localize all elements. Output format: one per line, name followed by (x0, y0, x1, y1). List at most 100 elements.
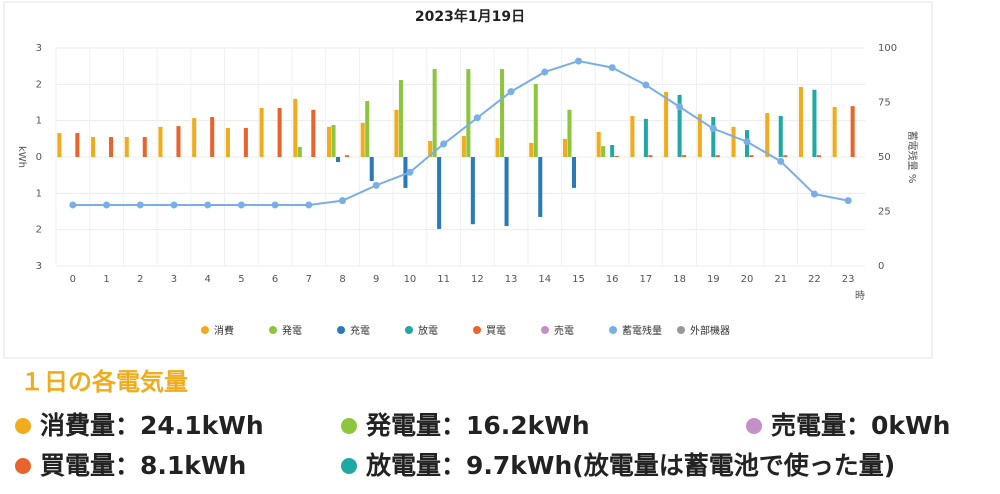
legend-swatch (473, 326, 481, 334)
line-point (608, 64, 616, 72)
x-tick-label: 15 (572, 274, 585, 285)
line-point (136, 201, 144, 209)
bar (562, 138, 568, 157)
x-tick-label: 12 (471, 274, 484, 285)
bar (437, 157, 442, 229)
x-tick-label: 20 (741, 274, 754, 285)
x-tick-label: 18 (673, 274, 686, 285)
legend-swatch (201, 326, 209, 334)
bar (344, 155, 350, 157)
bar (335, 157, 341, 163)
summary-bullet (341, 458, 357, 474)
bar (571, 157, 577, 188)
bar (91, 137, 96, 157)
bar (643, 118, 648, 157)
x-tick-label: 16 (606, 274, 619, 285)
legend-swatch (677, 326, 685, 334)
line-point (271, 201, 279, 209)
line-point (844, 197, 852, 205)
summary-bullet (341, 418, 357, 434)
line-point (69, 201, 77, 209)
legend-label: 蓄電残量 (622, 324, 662, 337)
x-tick-label: 10 (404, 274, 417, 285)
bar (533, 83, 538, 157)
line-point (810, 190, 818, 198)
bar (778, 115, 783, 157)
bar (601, 146, 606, 157)
bar (124, 137, 129, 157)
legend-label: 買電 (486, 325, 506, 337)
summary-bullet (15, 418, 31, 434)
line-point (473, 114, 481, 122)
bar (567, 109, 572, 157)
bar (765, 113, 770, 157)
summary-bullet (746, 418, 762, 434)
bar (682, 155, 687, 157)
bar (832, 106, 837, 157)
bar (403, 157, 408, 188)
line-point (305, 201, 313, 209)
x-tick-label: 0 (70, 274, 76, 285)
summary-item: 買電量：8.1kWh (40, 451, 246, 480)
bar (365, 101, 370, 157)
line-point (709, 125, 717, 133)
legend-swatch (609, 326, 617, 334)
bar (428, 141, 433, 157)
bar (648, 155, 653, 157)
line-point (642, 81, 650, 89)
line-point (372, 181, 380, 189)
bar (614, 155, 619, 157)
y-tick-label: 3 (36, 261, 42, 272)
bar (538, 157, 543, 217)
bar (394, 109, 399, 157)
line-point (406, 168, 414, 176)
x-tick-label: 9 (373, 274, 379, 285)
bar (749, 155, 754, 157)
bar (192, 118, 197, 157)
line-point (777, 157, 785, 165)
summary-item: 発電量：16.2kWh (365, 411, 590, 440)
x-tick-label: 3 (171, 274, 177, 285)
bar (360, 122, 365, 157)
x-tick-label: 2 (137, 274, 143, 285)
x-tick-label: 1 (103, 274, 109, 285)
bar (293, 98, 298, 157)
bar (326, 126, 332, 157)
line (72, 60, 849, 206)
bar (331, 125, 336, 157)
chart-title: 2023年1月19日 (415, 8, 525, 25)
bar (158, 126, 163, 157)
bar (225, 127, 230, 157)
line-point (574, 57, 582, 65)
legend-label: 消費 (214, 324, 234, 337)
y2-tick-label: 25 (878, 207, 891, 218)
y2-tick-label: 0 (878, 261, 884, 272)
bar (677, 94, 682, 157)
y2-axis-label: 蓄電残量 % (906, 131, 919, 184)
x-tick-label: 5 (238, 274, 244, 285)
legend-swatch (269, 326, 277, 334)
bar (142, 137, 147, 157)
line-point (204, 201, 212, 209)
bar (311, 109, 316, 157)
summary-item: 消費量：24.1kWh (40, 411, 264, 440)
legend-swatch (337, 326, 345, 334)
bar (630, 115, 635, 157)
y-tick-label: 1 (36, 116, 42, 127)
y2-tick-label: 100 (878, 43, 897, 54)
bar (57, 133, 62, 157)
x-tick-label: 13 (505, 274, 518, 285)
line-point (507, 88, 515, 96)
bar (504, 157, 509, 227)
y-tick-label: 1 (36, 188, 42, 199)
bar (210, 117, 215, 157)
y-axis-label: kWh (16, 146, 27, 168)
summary-item: 放電量：9.7kWh(放電量は蓄電池で使った量) (365, 451, 895, 480)
bar (798, 86, 803, 157)
legend-swatch (405, 326, 413, 334)
bar (711, 117, 716, 157)
bar (697, 114, 702, 157)
summary-bullet (15, 458, 31, 474)
